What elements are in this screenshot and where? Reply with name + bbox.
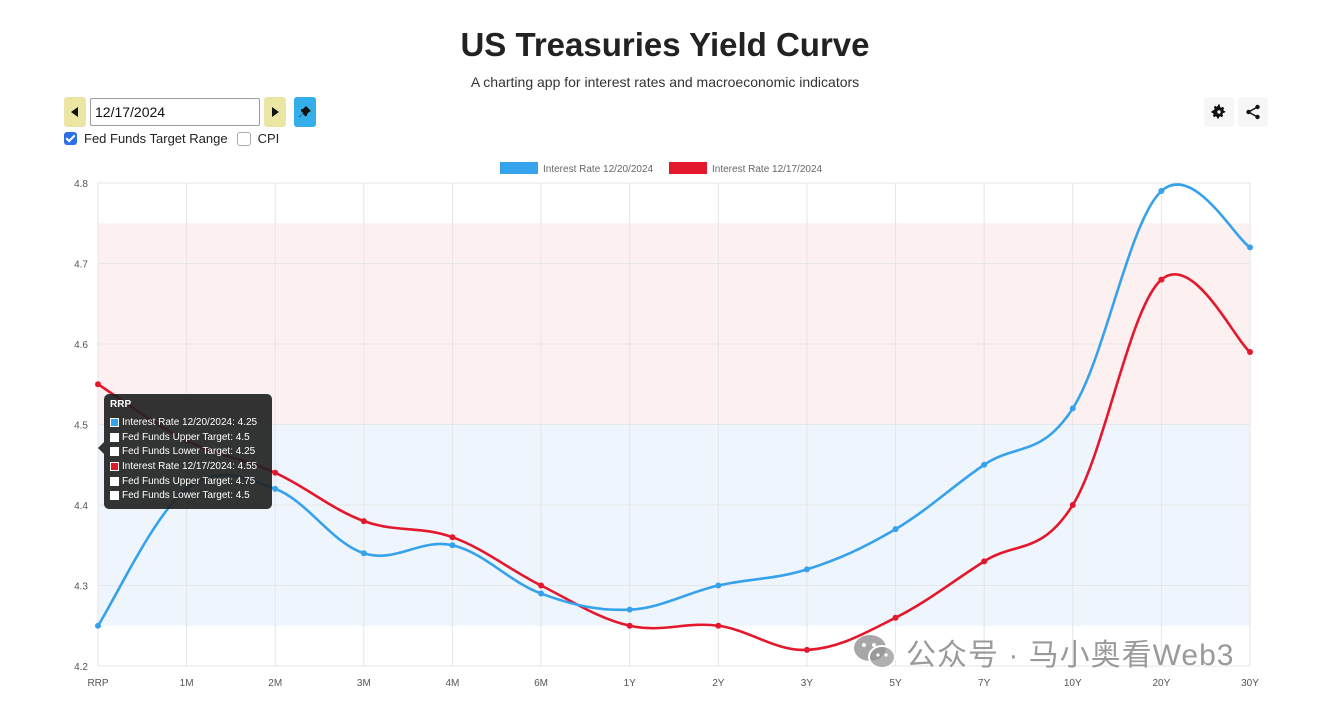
pin-button[interactable] xyxy=(294,97,316,127)
y-tick-label: 4.3 xyxy=(74,582,88,593)
tooltip-swatch xyxy=(110,418,119,427)
data-point xyxy=(1069,405,1076,412)
data-point xyxy=(715,582,722,589)
yield-curve-chart: 4.2 4.3 4.4 4.5 4.6 4.7 4.8 RRP 1M 2M 3M 4M 6M 1Y 2Y 3Y… xyxy=(74,162,1259,689)
cpi-label: CPI xyxy=(257,131,280,146)
legend-label: Interest Rate 12/17/2024 xyxy=(712,164,823,175)
y-tick-label: 4.6 xyxy=(74,340,88,351)
chart-tooltip: RRP Interest Rate 12/20/2024: 4.25 Fed F… xyxy=(98,394,272,509)
wechat-icon xyxy=(854,635,896,669)
settings-button[interactable] xyxy=(1204,97,1234,127)
x-tick-label: 2M xyxy=(268,678,282,689)
data-point xyxy=(95,622,101,629)
x-tick-label: 1M xyxy=(180,678,194,689)
data-point xyxy=(272,485,279,492)
tooltip-title: RRP xyxy=(110,399,132,410)
data-point xyxy=(538,590,545,597)
tooltip-swatch xyxy=(110,433,119,442)
data-point xyxy=(449,542,456,549)
tooltip-row-text: Fed Funds Upper Target: 4.5 xyxy=(122,432,250,443)
data-point xyxy=(360,550,367,557)
tooltip-row-text: Interest Rate 12/20/2024: 4.25 xyxy=(122,417,258,428)
target-range-band xyxy=(98,223,1250,425)
x-tick-label: 3Y xyxy=(801,678,814,689)
fed-funds-label: Fed Funds Target Range xyxy=(84,131,228,146)
data-point xyxy=(892,526,899,533)
data-point xyxy=(892,614,899,621)
cpi-checkbox[interactable] xyxy=(236,131,251,146)
x-tick-label: 4M xyxy=(446,678,460,689)
legend-label: Interest Rate 12/20/2024 xyxy=(543,164,654,175)
checkbox-row: Fed Funds Target Range CPI xyxy=(64,131,279,146)
legend-swatch xyxy=(500,162,538,174)
share-icon xyxy=(1246,104,1260,120)
fed-funds-checkbox[interactable] xyxy=(64,132,77,145)
x-tick-label: 30Y xyxy=(1241,678,1259,689)
y-tick-label: 4.7 xyxy=(74,260,88,271)
x-tick-label: 6M xyxy=(534,678,548,689)
page-title: US Treasuries Yield Curve xyxy=(460,26,870,63)
data-point xyxy=(715,622,722,629)
tooltip-swatch xyxy=(110,491,119,500)
data-point xyxy=(449,534,456,541)
share-button[interactable] xyxy=(1238,97,1268,127)
tooltip-swatch xyxy=(110,477,119,486)
data-point xyxy=(981,558,988,565)
data-point xyxy=(981,461,988,468)
gear-icon xyxy=(1211,104,1226,119)
data-point xyxy=(272,469,279,476)
caret-left-icon xyxy=(71,107,78,117)
tooltip-row-text: Fed Funds Lower Target: 4.5 xyxy=(122,490,250,501)
tooltip-row: Interest Rate 12/20/2024: 4.25 xyxy=(110,417,257,428)
legend-swatch xyxy=(669,162,707,174)
y-tick-label: 4.5 xyxy=(74,421,88,432)
watermark: 公众号 · 马小奥看Web3 xyxy=(852,630,1235,674)
data-point xyxy=(538,582,545,589)
prev-date-button[interactable] xyxy=(64,97,86,127)
date-input[interactable] xyxy=(90,98,260,126)
pin-icon xyxy=(299,106,311,118)
x-tick-label: 2Y xyxy=(712,678,725,689)
x-tick-label: 7Y xyxy=(978,678,991,689)
x-tick-label: 10Y xyxy=(1064,678,1082,689)
y-tick-label: 4.8 xyxy=(74,179,88,190)
page-subtitle: A charting app for interest rates and ma… xyxy=(470,74,860,90)
tooltip-row: Interest Rate 12/17/2024: 4.55 xyxy=(110,461,257,472)
date-controls xyxy=(64,97,316,127)
tooltip-row-text: Fed Funds Lower Target: 4.25 xyxy=(122,446,256,457)
data-point xyxy=(1247,244,1253,251)
series-line xyxy=(97,273,1251,652)
tooltip-row-text: Interest Rate 12/17/2024: 4.55 xyxy=(122,461,258,472)
toolbar-right xyxy=(1204,97,1268,127)
data-point xyxy=(626,606,633,613)
data-point xyxy=(1247,349,1253,356)
data-point xyxy=(1069,502,1076,508)
data-point xyxy=(803,566,810,573)
data-point xyxy=(803,646,810,653)
tooltip-row: Fed Funds Upper Target: 4.75 xyxy=(110,476,255,487)
data-point xyxy=(1158,188,1165,195)
data-point xyxy=(95,381,101,388)
tooltip-row: Fed Funds Upper Target: 4.5 xyxy=(110,432,250,443)
x-tick-label: RRP xyxy=(87,678,108,689)
data-point xyxy=(1158,276,1165,283)
y-tick-label: 4.4 xyxy=(74,501,88,512)
data-point xyxy=(360,518,367,525)
next-date-button[interactable] xyxy=(264,97,286,127)
tooltip-swatch xyxy=(110,447,119,456)
x-tick-label: 20Y xyxy=(1152,678,1170,689)
watermark-text: 公众号 · 马小奥看Web3 xyxy=(906,639,1235,672)
x-tick-label: 1Y xyxy=(624,678,637,689)
data-point xyxy=(626,622,633,629)
x-tick-label: 5Y xyxy=(889,678,902,689)
tooltip-swatch xyxy=(110,462,119,471)
caret-right-icon xyxy=(272,107,279,117)
tooltip-row: Fed Funds Lower Target: 4.5 xyxy=(110,490,250,501)
tooltip-row-text: Fed Funds Upper Target: 4.75 xyxy=(122,476,256,487)
y-tick-label: 4.2 xyxy=(74,662,88,673)
x-tick-label: 3M xyxy=(357,678,371,689)
tooltip-row: Fed Funds Lower Target: 4.25 xyxy=(110,446,255,457)
